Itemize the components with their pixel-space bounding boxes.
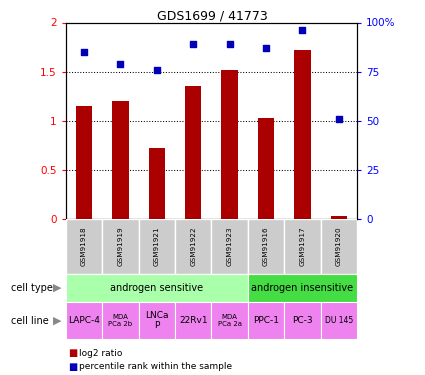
Text: GSM91923: GSM91923 [227,227,232,266]
Text: PC-3: PC-3 [292,316,313,325]
Bar [112,101,129,219]
Text: ■: ■ [68,362,77,372]
Bar [284,219,320,274]
Bar [175,219,212,274]
Bar [76,106,92,219]
Bar [221,70,238,219]
Bar [102,219,139,274]
Text: 22Rv1: 22Rv1 [179,316,207,325]
Bar [139,219,175,274]
Bar [175,302,212,339]
Text: LNCa
P: LNCa P [145,311,169,330]
Text: ▶: ▶ [53,283,62,293]
Bar [258,118,274,219]
Text: DU 145: DU 145 [325,316,353,325]
Bar [294,50,311,219]
Bar [331,216,347,219]
Bar [66,219,102,274]
Text: androgen insensitive: androgen insensitive [251,283,354,293]
Text: ▶: ▶ [53,316,62,326]
Point [226,41,233,47]
Point [153,67,160,73]
Text: GSM91918: GSM91918 [81,227,87,266]
Text: MDA
PCa 2a: MDA PCa 2a [218,314,242,327]
Bar [149,147,165,219]
Text: cell line: cell line [11,316,48,326]
Bar [284,302,320,339]
Bar [185,87,201,219]
Bar [248,219,284,274]
Bar [320,302,357,339]
Text: GSM91920: GSM91920 [336,227,342,266]
Point [190,41,197,47]
Bar [212,219,248,274]
Bar [320,219,357,274]
Text: PPC-1: PPC-1 [253,316,279,325]
Point [299,27,306,33]
Bar [212,302,248,339]
Text: GSM91921: GSM91921 [154,227,160,266]
Text: LAPC-4: LAPC-4 [68,316,100,325]
Point [117,61,124,67]
Bar [102,302,139,339]
Text: androgen sensitive: androgen sensitive [110,283,204,293]
Bar [248,302,284,339]
Text: GSM91916: GSM91916 [263,227,269,266]
Text: GSM91922: GSM91922 [190,227,196,266]
Text: log2 ratio: log2 ratio [79,349,122,358]
Bar [66,302,102,339]
Point [81,49,88,55]
Bar [248,274,357,302]
Text: GSM91919: GSM91919 [117,227,123,266]
Text: GSM91917: GSM91917 [300,227,306,266]
Point [263,45,269,51]
Text: percentile rank within the sample: percentile rank within the sample [79,362,232,371]
Text: cell type: cell type [11,283,53,293]
Bar [139,302,175,339]
Bar [66,274,248,302]
Text: MDA
PCa 2b: MDA PCa 2b [108,314,133,327]
Text: ■: ■ [68,348,77,358]
Text: GDS1699 / 41773: GDS1699 / 41773 [157,9,268,22]
Point [335,116,342,122]
